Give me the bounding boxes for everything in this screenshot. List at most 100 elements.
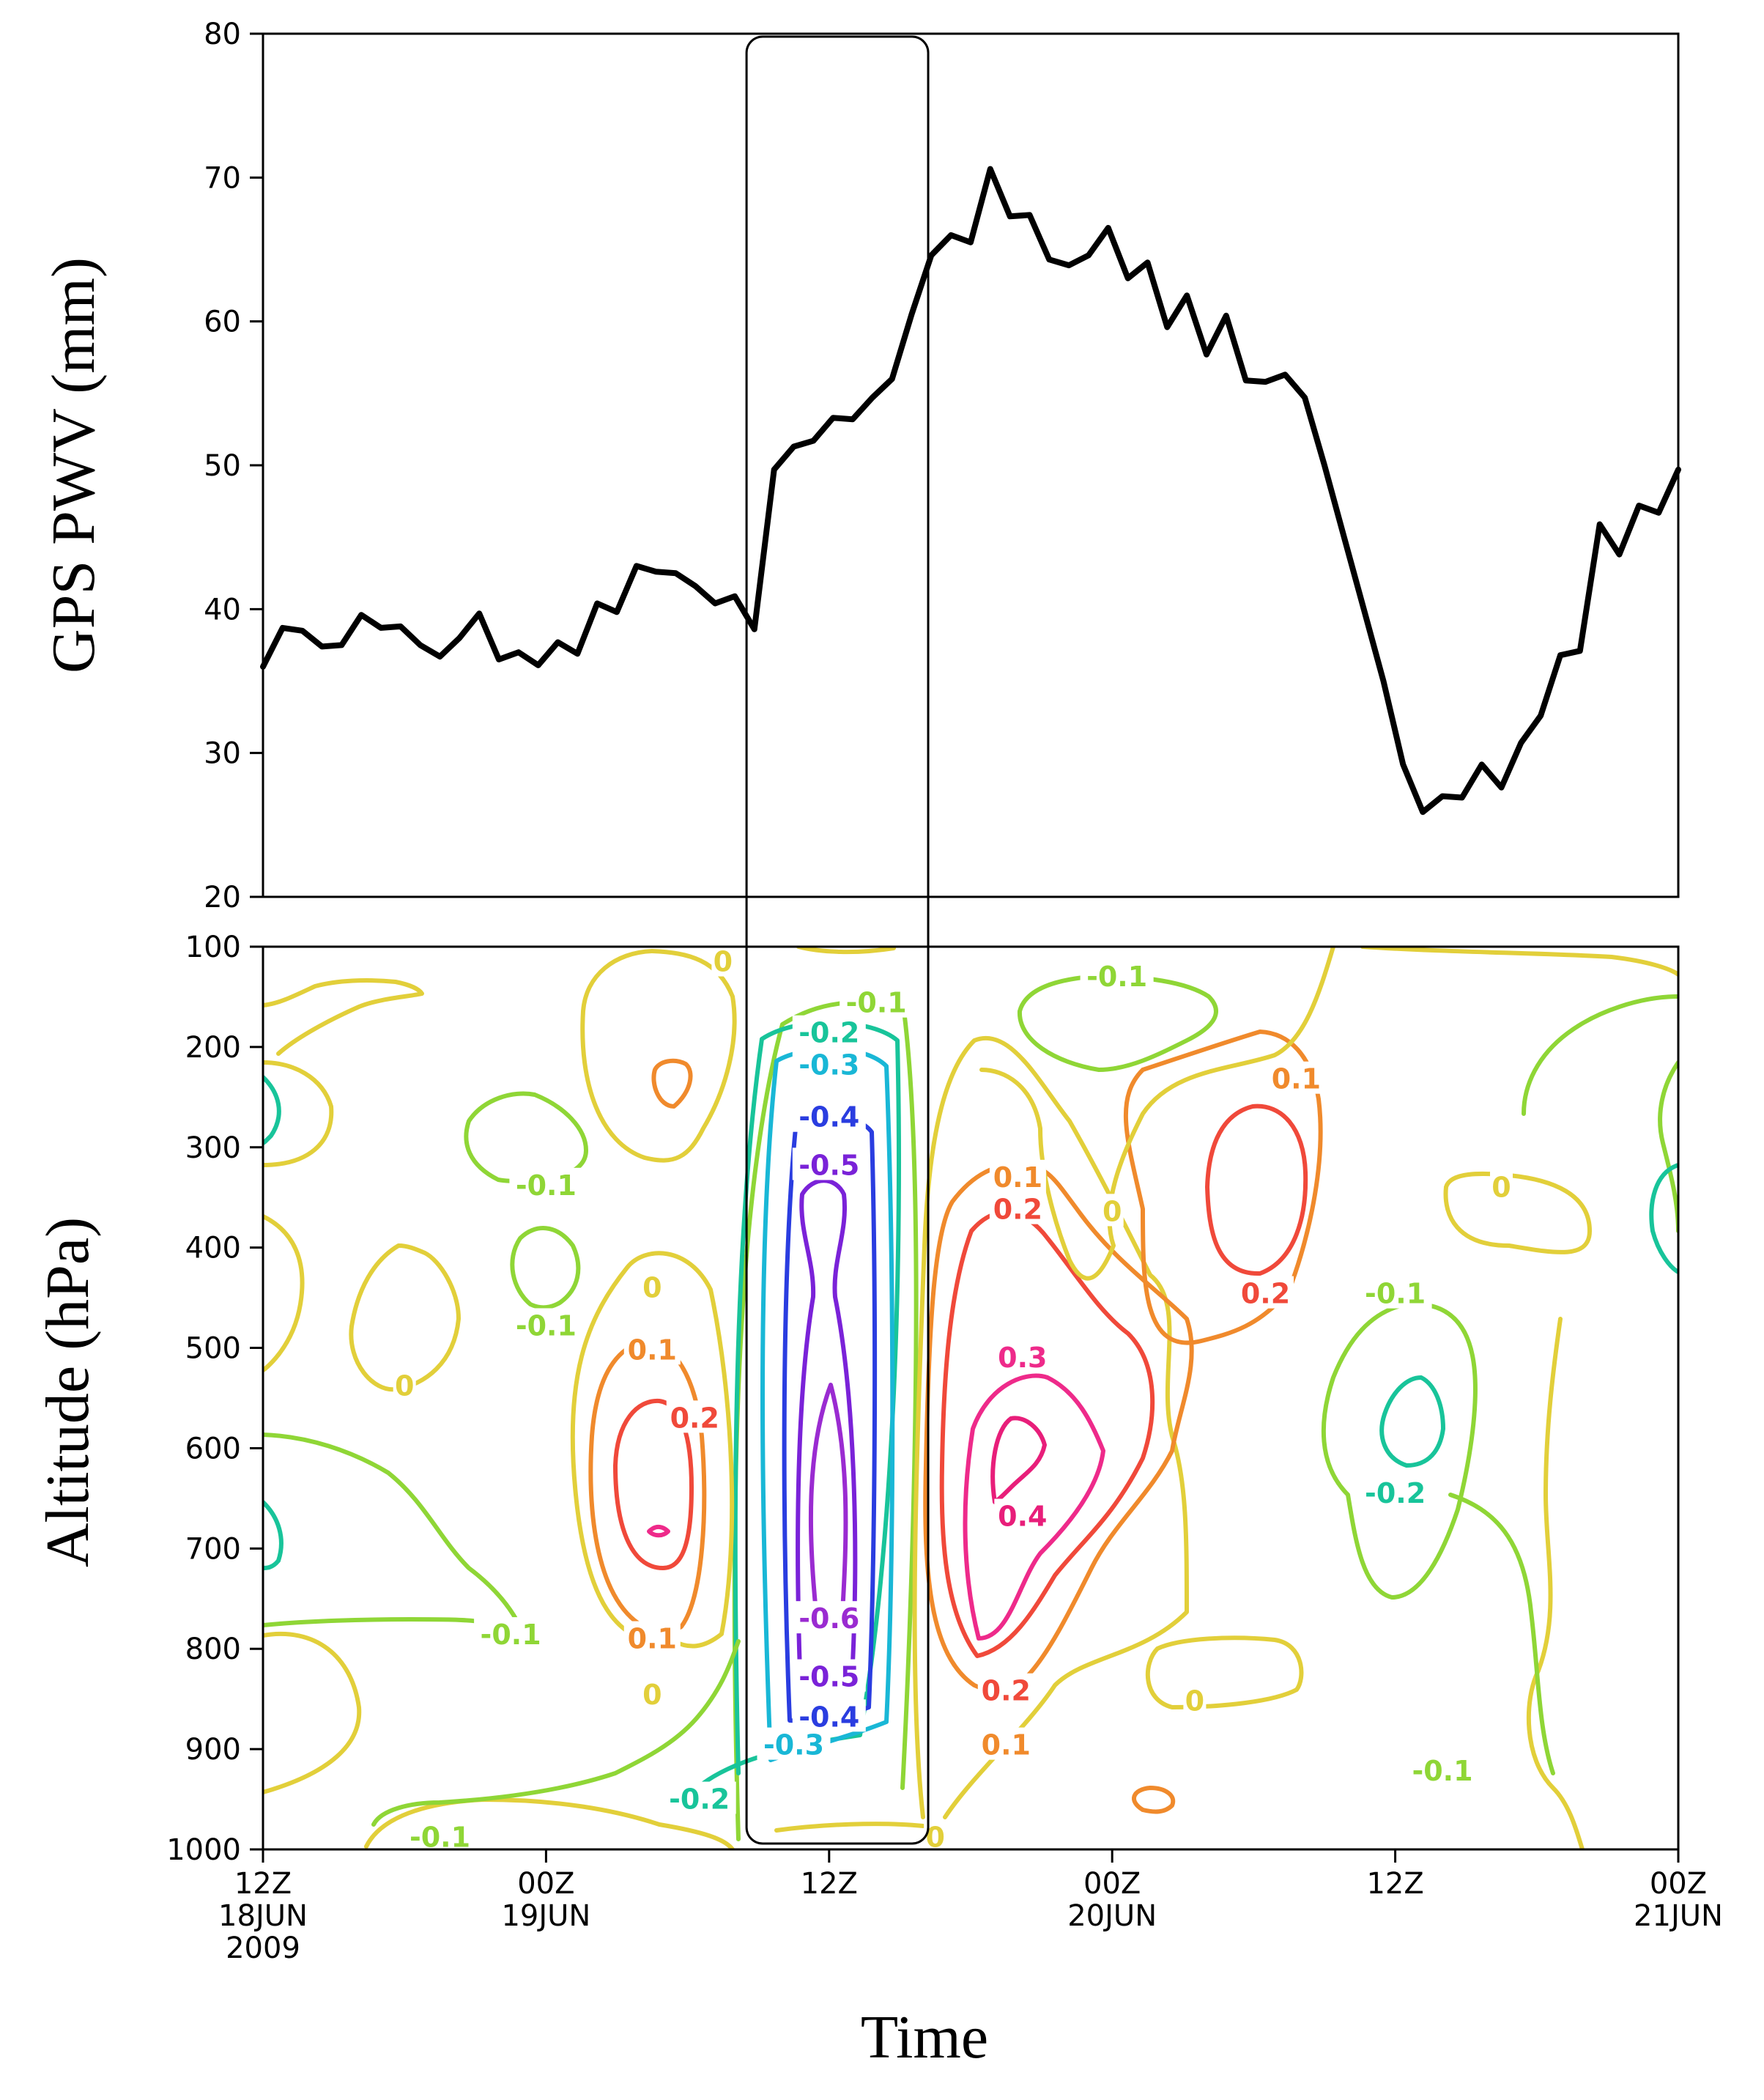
- time-x-tick-label: 20JUN: [1067, 1899, 1157, 1933]
- contour-m01-right-mid: [1321, 1301, 1478, 1600]
- contour-m01-right-edge-top: [1522, 994, 1678, 1116]
- contour-label: -0.1: [846, 987, 907, 1019]
- contour-label-background: [792, 1047, 866, 1080]
- contour-label: 0: [1491, 1172, 1511, 1204]
- pwv-series-line: [260, 166, 1681, 816]
- contour-label-background: [792, 1015, 866, 1048]
- time-x-tick-label: 12Z: [234, 1867, 292, 1901]
- altitude-y-tick-label: 1000: [166, 1833, 241, 1867]
- contour-label: 0.1: [1272, 1063, 1321, 1095]
- contour-label-background: [666, 1400, 723, 1433]
- time-x-axis-title: Time: [861, 2003, 988, 2071]
- contour-label-background: [509, 1308, 583, 1341]
- contour-m01-right-edge: [1658, 1060, 1678, 1233]
- altitude-y-tick-label: 600: [185, 1432, 241, 1465]
- contour-0-right-lower: [1526, 1317, 1585, 1849]
- contour-label-background: [977, 1673, 1034, 1706]
- contour-label: 0.2: [670, 1402, 719, 1434]
- contour-label: -0.1: [410, 1822, 470, 1854]
- contour-panel: 0-0.1-0.2-0.3-0.4-0.5-0.10.1-0.1 0.10.2 00…: [34, 931, 1723, 2071]
- contour-label-background: [509, 1167, 583, 1200]
- altitude-y-axis-ticks: 100 200 300 400 500 600 700 800 900 1000: [166, 931, 263, 1867]
- contour-label-background: [792, 1147, 866, 1180]
- contour-label-background: [1080, 959, 1154, 992]
- contour-label: 0: [642, 1271, 662, 1304]
- contour-plot-frame: [262, 945, 1680, 1851]
- contour-m01-oval-b: [510, 1226, 581, 1310]
- altitude-y-tick-label: 800: [185, 1633, 241, 1666]
- altitude-y-tick-label: 700: [185, 1532, 241, 1566]
- contour-m01-left-lower: [263, 1617, 486, 1627]
- contour-0-upper-right-edge: [1360, 947, 1678, 977]
- contour-0-left-mid: [263, 1214, 305, 1372]
- contour-label-background: [757, 1727, 831, 1760]
- contour-label: 0: [714, 946, 733, 978]
- altitude-y-tick-label: 200: [185, 1031, 241, 1065]
- contour-m01-left-low: [263, 1432, 522, 1629]
- pwv-y-axis-title: GPS PWV (mm): [40, 257, 108, 673]
- contour-0-oval-a: [349, 1243, 461, 1392]
- contour-04-right-core: [990, 1416, 1047, 1504]
- contour-label: -0.1: [516, 1169, 577, 1202]
- time-x-tick-label: 18JUN: [218, 1899, 308, 1933]
- contour-label-background: [989, 1159, 1046, 1192]
- contour-m02-right-edge: [1649, 1163, 1678, 1274]
- contour-label-background: [1100, 1194, 1124, 1227]
- altitude-y-tick-label: 400: [185, 1232, 241, 1265]
- contour-label-background: [640, 1270, 664, 1303]
- contour-label: 0.2: [982, 1675, 1031, 1707]
- pwv-y-tick-label: 80: [204, 18, 241, 51]
- contour-label: 0.4: [998, 1501, 1047, 1533]
- contour-m02-right-oval: [1379, 1375, 1445, 1468]
- pwv-y-tick-label: 50: [204, 449, 241, 483]
- contour-label-background: [623, 1621, 681, 1654]
- contour-01-bottom-oval: [1132, 1786, 1176, 1814]
- contour-labels: 0-0.1-0.2-0.3-0.4-0.5-0.10.1-0.1 0.10.2 00…: [393, 946, 1513, 1854]
- contour-m01-right-lower: [1448, 1493, 1555, 1775]
- pwv-y-tick-label: 60: [204, 306, 241, 339]
- contour-label: 0: [642, 1679, 662, 1711]
- contour-label: -0.1: [1086, 961, 1147, 993]
- altitude-y-tick-label: 300: [185, 1131, 241, 1165]
- contour-label: -0.1: [1365, 1278, 1426, 1310]
- contour-label-background: [792, 1099, 866, 1132]
- contour-m01-left-edge: [263, 1075, 281, 1145]
- contour-label-background: [1237, 1276, 1294, 1309]
- contour-0-upper-left-oval: [263, 1060, 334, 1167]
- contour-label: 0: [1185, 1685, 1204, 1717]
- time-x-tick-label: 12Z: [801, 1867, 858, 1901]
- contour-label-background: [640, 1677, 664, 1710]
- contour-label-background: [994, 1498, 1051, 1531]
- contour-label: -0.1: [516, 1309, 577, 1342]
- contour-label: 0.1: [628, 1623, 677, 1655]
- contour-label: -0.3: [763, 1729, 824, 1761]
- contour-m02-left-edge: [263, 1500, 284, 1570]
- altitude-y-tick-label: 100: [185, 931, 241, 964]
- contour-0-lower-mid-oval: [1146, 1635, 1304, 1709]
- pwv-y-tick-label: 20: [204, 881, 241, 914]
- contour-label-background: [474, 1617, 548, 1650]
- contour-label: 0.2: [993, 1194, 1042, 1226]
- contour-label: -0.5: [798, 1661, 859, 1693]
- time-x-tick-label: 21JUN: [1634, 1899, 1723, 1933]
- contour-label: -0.4: [798, 1101, 859, 1134]
- contour-label-background: [994, 1340, 1051, 1373]
- contour-label: 0: [1102, 1195, 1122, 1227]
- contour-02-left-core: [613, 1398, 694, 1570]
- contour-02-right-core: [939, 1210, 1155, 1658]
- pwv-panel: 20 30 40 50 60 70 80 GPS PWV (mm): [40, 18, 1681, 914]
- contour-label-background: [1183, 1683, 1207, 1716]
- contour-label: -0.2: [798, 1017, 859, 1049]
- contour-label-background: [792, 1659, 866, 1692]
- contour-label-background: [1358, 1276, 1432, 1309]
- contour-label-background: [1358, 1476, 1432, 1509]
- contour-label: 0.3: [998, 1342, 1047, 1374]
- contour-label-background: [1406, 1753, 1479, 1786]
- contour-label: 0.1: [628, 1334, 677, 1366]
- contour-m05-central: [796, 1178, 858, 1676]
- time-x-tick-label: 19JUN: [501, 1899, 590, 1933]
- contour-03-left-core: [647, 1525, 670, 1538]
- contour-label-background: [989, 1191, 1046, 1224]
